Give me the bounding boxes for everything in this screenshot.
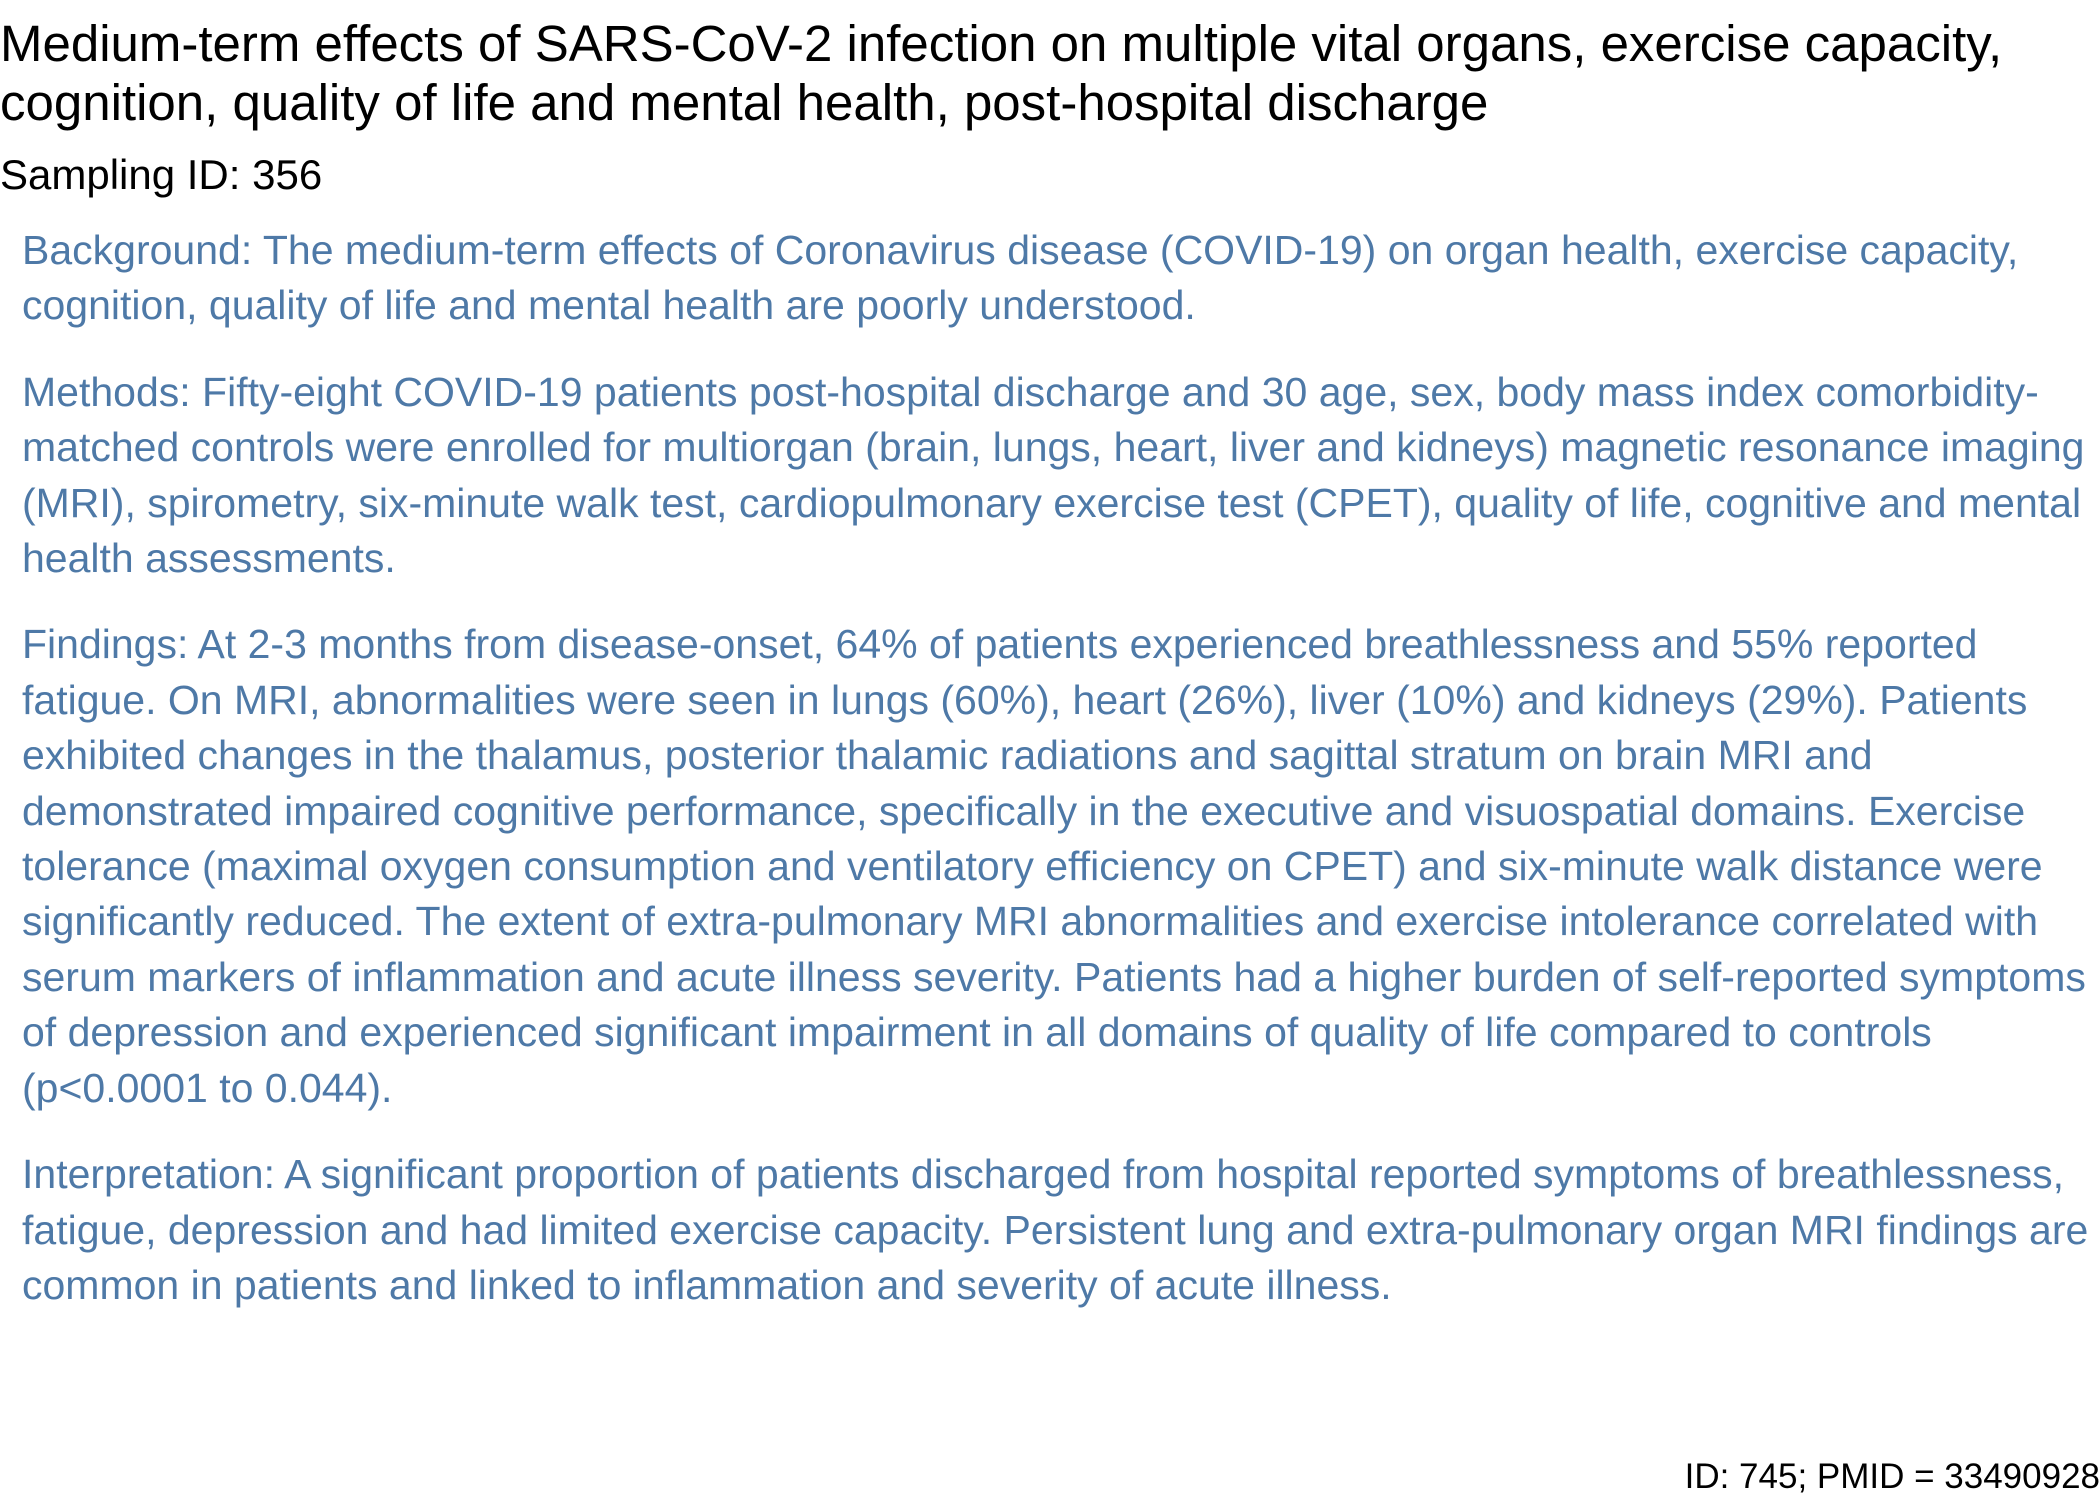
footer-id-pmid: ID: 745; PMID = 33490928 (1684, 1457, 2100, 1496)
sampling-id: Sampling ID: 356 (0, 151, 323, 198)
paper-title: Medium-term effects of SARS-CoV-2 infect… (0, 15, 2003, 131)
abstract-background: Background: The medium-term effects of C… (22, 227, 2019, 329)
abstract-findings: Findings: At 2-3 months from disease-ons… (22, 621, 2086, 1111)
abstract-interpretation: Interpretation: A significant proportion… (22, 1151, 2089, 1308)
abstract: Background: The medium-term effects of C… (22, 223, 2092, 1344)
abstract-methods: Methods: Fifty-eight COVID-19 patients p… (22, 368, 2085, 582)
